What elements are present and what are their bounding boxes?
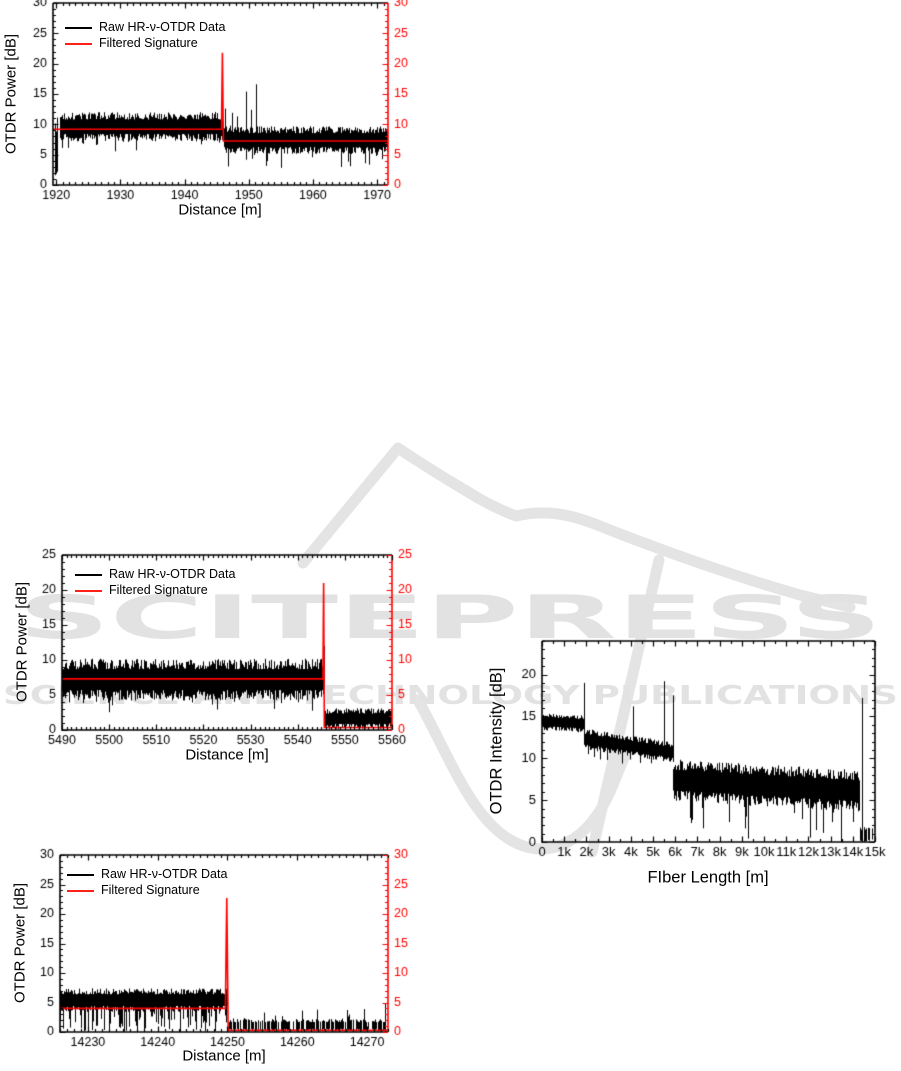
legend-entry-filtered: Filtered Signature	[67, 884, 227, 897]
y-axis-label: OTDR Power [dB]	[13, 581, 31, 703]
chart-canvas-splice-1946m	[0, 0, 430, 225]
legend-entry-raw: Raw HR-ν-OTDR Data	[65, 21, 225, 34]
y-axis-label: OTDR Power [dB]	[11, 882, 29, 1004]
legend-label-filtered: Filtered Signature	[101, 883, 200, 897]
watermark-logo-book-swoosh	[297, 442, 856, 613]
legend: Raw HR-ν-OTDR Data Filtered Signature	[67, 868, 227, 897]
legend-label-raw: Raw HR-ν-OTDR Data	[99, 20, 226, 34]
legend-line-swatch-filtered	[75, 589, 102, 592]
chart-canvas-splice-14250m	[0, 845, 430, 1071]
legend: Raw HR-ν-OTDR Data Filtered Signature	[75, 568, 235, 597]
y-axis-label: OTDR Power [dB]	[2, 33, 20, 155]
chart-canvas-full-fiber-trace	[470, 600, 901, 900]
legend-line-swatch-filtered	[67, 889, 94, 892]
legend-entry-raw: Raw HR-ν-OTDR Data	[67, 868, 227, 881]
chart-canvas-splice-5545m	[0, 530, 430, 775]
chart-panel-splice-14250m: OTDR Power [dB] Distance [m] Raw HR-ν-OT…	[0, 845, 430, 1071]
legend-label-raw: Raw HR-ν-OTDR Data	[101, 867, 228, 881]
legend-entry-filtered: Filtered Signature	[65, 37, 225, 50]
x-axis-label: Distance [m]	[185, 746, 269, 764]
x-axis-label: Distance [m]	[182, 1047, 266, 1065]
legend-line-swatch-raw	[75, 573, 102, 576]
legend: Raw HR-ν-OTDR Data Filtered Signature	[65, 21, 225, 50]
legend-entry-filtered: Filtered Signature	[75, 584, 235, 597]
legend-entry-raw: Raw HR-ν-OTDR Data	[75, 568, 235, 581]
x-axis-label: FIber Length [m]	[647, 868, 769, 887]
legend-line-swatch-raw	[67, 873, 94, 876]
legend-label-filtered: Filtered Signature	[99, 36, 198, 50]
y-axis-label: OTDR Intensity [dB]	[487, 667, 506, 815]
x-axis-label: Distance [m]	[178, 201, 262, 219]
legend-label-filtered: Filtered Signature	[109, 583, 208, 597]
legend-label-raw: Raw HR-ν-OTDR Data	[109, 567, 236, 581]
chart-panel-splice-5545m: OTDR Power [dB] Distance [m] Raw HR-ν-OT…	[0, 530, 430, 775]
legend-line-swatch-raw	[65, 26, 92, 29]
legend-line-swatch-filtered	[65, 42, 92, 45]
chart-panel-splice-1946m: OTDR Power [dB] Distance [m] Raw HR-ν-OT…	[0, 0, 430, 225]
chart-panel-full-fiber-trace: OTDR Intensity [dB] FIber Length [m]	[470, 600, 901, 900]
